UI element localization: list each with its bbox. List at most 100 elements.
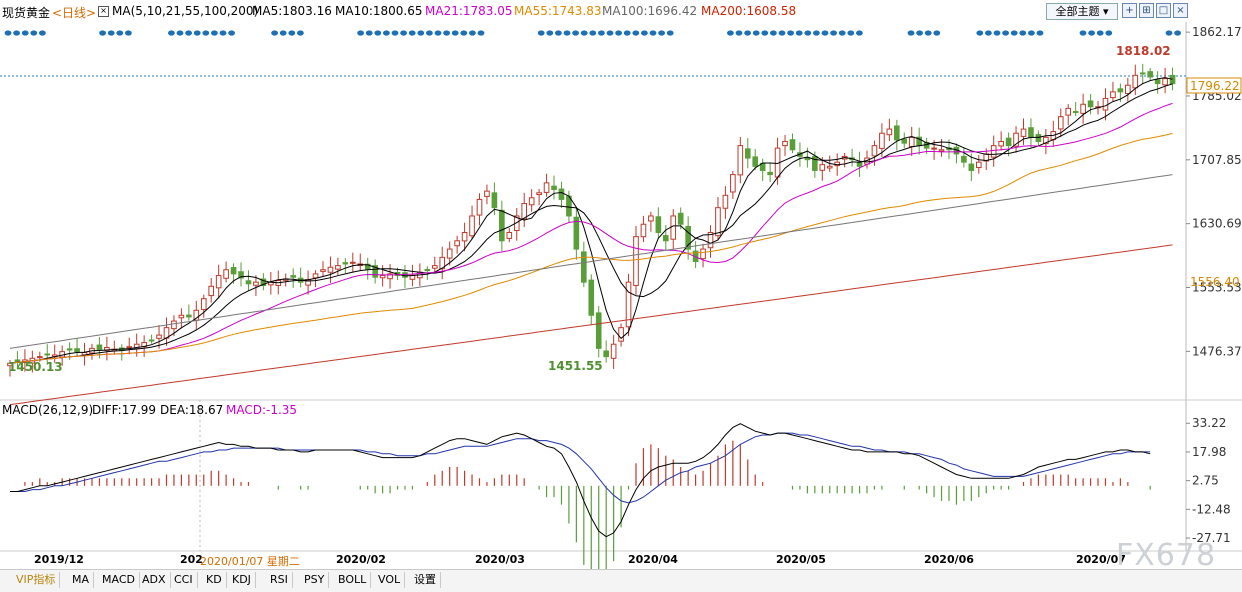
tab-ma[interactable]: MA — [68, 572, 95, 588]
event-dot — [4, 30, 12, 36]
candle-body — [543, 182, 550, 193]
date-label-may: 2020/05 — [776, 553, 826, 566]
event-dot — [30, 30, 38, 36]
candle-body — [461, 232, 468, 242]
event-dot — [1019, 30, 1027, 36]
price-tick-label: 1553.53 — [1192, 281, 1242, 295]
event-dot — [589, 30, 597, 36]
candle-body — [1005, 137, 1012, 147]
chart-header: 现货黄金 <日线> × MA(5,10,21,55,100,200) MA5:1… — [0, 0, 1242, 22]
candle-body — [446, 248, 453, 259]
event-dot — [374, 30, 382, 36]
date-label-dec: 2019/12 — [34, 553, 84, 566]
candle-body — [7, 362, 13, 367]
candle-body — [260, 278, 267, 286]
macd-tick-label: -12.48 — [1192, 502, 1231, 516]
candle-body — [573, 216, 580, 250]
tab-rsi[interactable]: RSI — [266, 572, 293, 588]
candle-body — [521, 203, 528, 220]
candle-body — [469, 215, 475, 237]
macd-params-label: MACD(26,12,9) — [2, 403, 94, 417]
candle-body — [238, 271, 244, 279]
tab-vol[interactable]: VOL — [374, 572, 406, 588]
candle-body — [700, 248, 706, 260]
tab-macd[interactable]: MACD — [98, 572, 140, 588]
ma-toggle-checkbox[interactable]: × — [98, 6, 109, 17]
candle-body — [290, 275, 296, 278]
event-dot — [451, 30, 459, 36]
candle-body — [1147, 71, 1154, 78]
event-dot — [615, 30, 622, 36]
candle-body — [1169, 74, 1176, 85]
event-dot — [228, 30, 236, 36]
theme-dropdown-button[interactable]: 全部主题 ▾ — [1046, 3, 1118, 20]
macd-diff-value: DIFF:17.99 — [92, 403, 157, 417]
macd-tick-label: 2.75 — [1192, 474, 1219, 488]
candle-body — [715, 207, 721, 237]
date-axis: 2019/12 202 2020/01/07 星期二 2020/02 2020/… — [0, 551, 1242, 569]
event-dot — [1165, 30, 1173, 36]
tab-kd[interactable]: KD — [202, 572, 227, 588]
split-window-icon[interactable]: ⊞ — [1139, 3, 1154, 18]
candle-body — [1110, 91, 1116, 99]
candle-body — [342, 262, 349, 265]
date-label-feb: 2020/02 — [336, 553, 386, 566]
add-window-icon[interactable]: + — [1122, 3, 1137, 18]
close-icon[interactable]: × — [1173, 3, 1188, 18]
price-tick-label: 1707.85 — [1192, 153, 1242, 167]
candle-body — [506, 232, 513, 239]
tab-adx[interactable]: ADX — [138, 572, 171, 588]
event-dot — [193, 30, 201, 36]
candle-body — [744, 148, 751, 159]
date-label-apr: 2020/04 — [628, 553, 678, 566]
candle-body — [1132, 74, 1139, 89]
event-dot — [778, 30, 786, 36]
macd-header: MACD(26,12,9) DIFF:17.99 DEA:18.67 MACD:… — [0, 402, 1242, 418]
tab-vip[interactable]: VIP指标 — [12, 572, 61, 588]
symbol-label[interactable]: 现货黄金 — [2, 6, 51, 20]
event-dot — [985, 30, 992, 36]
candle-body — [253, 281, 259, 286]
candle-body — [1102, 97, 1109, 111]
candle-body — [633, 236, 639, 286]
period-selector[interactable]: <日线> — [52, 6, 97, 20]
maximize-icon[interactable]: □ — [1156, 3, 1171, 18]
candle-body — [588, 279, 595, 316]
event-dot — [916, 30, 923, 36]
candle-body — [938, 149, 945, 152]
candle-body — [513, 215, 520, 232]
tab-boll[interactable]: BOLL — [334, 572, 372, 588]
candle-body — [752, 156, 759, 167]
candle-body — [1035, 134, 1042, 142]
event-dot — [1002, 30, 1009, 36]
date-label-jun: 2020/06 — [924, 553, 974, 566]
candle-body — [156, 334, 162, 339]
candle-body — [74, 348, 80, 353]
event-dot — [271, 30, 278, 36]
tab-kdj[interactable]: KDJ — [228, 572, 256, 588]
event-dot — [1036, 30, 1044, 36]
candle-body — [610, 343, 617, 359]
candle-body — [975, 161, 982, 169]
event-dot — [1105, 30, 1113, 36]
candle-body — [908, 136, 915, 147]
candle-body — [655, 216, 662, 234]
candle-body — [1154, 79, 1161, 85]
candle-body — [178, 314, 185, 319]
macd-dea-value: DEA:18.67 — [160, 403, 224, 417]
candle-body — [1087, 100, 1094, 108]
event-dot — [727, 30, 734, 36]
candle-body — [223, 269, 229, 279]
candle-body — [961, 155, 967, 163]
event-dot — [469, 30, 476, 36]
event-dot — [770, 30, 777, 36]
current-price-tag: 1796.22 — [1190, 79, 1240, 93]
macd-tick-label: 33.22 — [1192, 416, 1226, 430]
tab-settings[interactable]: 设置 — [410, 572, 441, 588]
event-dot — [632, 30, 640, 36]
tab-cci[interactable]: CCI — [170, 572, 198, 588]
candle-body — [826, 165, 833, 169]
tab-psy[interactable]: PSY — [300, 572, 330, 588]
ma10-line — [9, 83, 1173, 364]
